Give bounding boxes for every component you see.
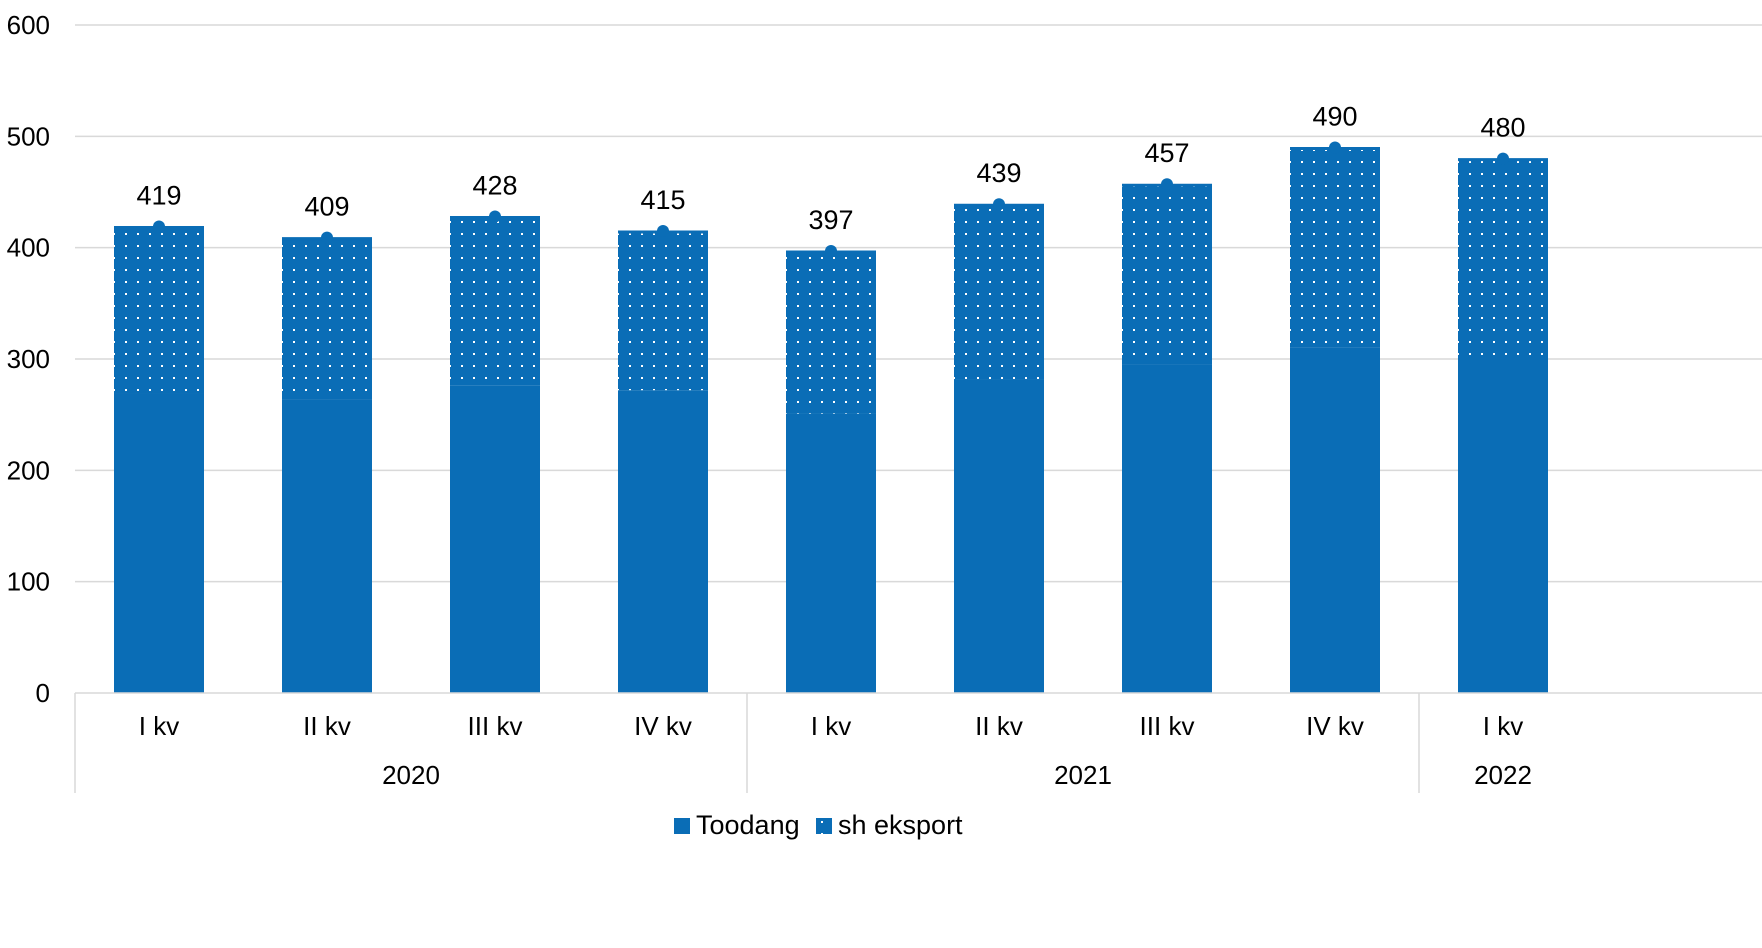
bar-sh-eksport [282,237,372,400]
year-label: 2021 [1054,760,1112,790]
y-tick-label: 400 [7,233,50,263]
data-label: 480 [1480,113,1525,143]
y-tick-label: 300 [7,344,50,374]
bar-top-marker [489,210,501,223]
data-label: 428 [472,170,517,200]
bar-top-marker [153,220,165,233]
data-label: 439 [976,158,1021,188]
y-axis: 0 100 200 300 400 500 600 [7,10,50,708]
data-label: 397 [808,205,853,235]
data-labels: 419 409 428 415 397 439 457 490 480 [136,101,1525,235]
bar-toodang [1290,347,1380,693]
bar-top-marker [1497,152,1509,165]
bar-sh-eksport [1458,158,1548,359]
bar-sh-eksport [114,226,204,394]
bar-toodang [1458,359,1548,693]
bar-top-marker [321,231,333,244]
year-label: 2022 [1474,760,1532,790]
bar-toodang [954,379,1044,693]
bar-top-marker [1161,178,1173,191]
y-tick-label: 500 [7,121,50,151]
bar-top-marker [825,245,837,258]
y-tick-label: 600 [7,10,50,40]
bar-top-marker [1329,141,1341,154]
legend-label: Toodang [696,810,800,840]
bar-top-marker [993,198,1005,211]
bar-sh-eksport [954,204,1044,380]
bar-sh-eksport [1290,147,1380,348]
bar-toodang [1122,364,1212,693]
y-tick-label: 100 [7,567,50,597]
x-tick-label: II kv [975,711,1023,741]
data-label: 490 [1312,101,1357,131]
y-tick-label: 200 [7,455,50,485]
legend-swatch [816,818,832,834]
bar-sh-eksport [618,230,708,391]
data-label: 419 [136,181,181,211]
bar-sh-eksport [450,216,540,386]
y-tick-label: 0 [36,678,50,708]
bar-toodang [450,385,540,693]
data-label: 415 [640,185,685,215]
data-label: 457 [1144,138,1189,168]
bar-toodang [114,393,204,693]
data-label: 409 [304,192,349,222]
x-tick-label: II kv [303,711,351,741]
bars [114,141,1548,693]
bar-sh-eksport [1122,184,1212,365]
x-tick-label: I kv [139,711,179,741]
bar-toodang [282,399,372,693]
x-tick-label: IV kv [634,711,692,741]
x-tick-label: III kv [468,711,523,741]
legend-label: sh eksport [838,810,963,840]
year-label: 2020 [382,760,440,790]
x-tick-label: I kv [811,711,851,741]
legend: Toodang sh eksport [674,810,963,840]
bar-sh-eksport [786,251,876,414]
x-axis: I kv II kv III kv IV kv I kv II kv III kv IV kv… [74,692,1762,793]
legend-toodang: Toodang [674,810,800,840]
legend-swatch [674,818,690,834]
bar-top-marker [657,224,669,237]
bar-toodang [618,390,708,693]
bar-toodang [786,413,876,693]
x-tick-label: I kv [1483,711,1523,741]
x-tick-label: III kv [1140,711,1195,741]
x-tick-label: IV kv [1306,711,1364,741]
legend-sh-eksport: sh eksport [816,810,963,840]
